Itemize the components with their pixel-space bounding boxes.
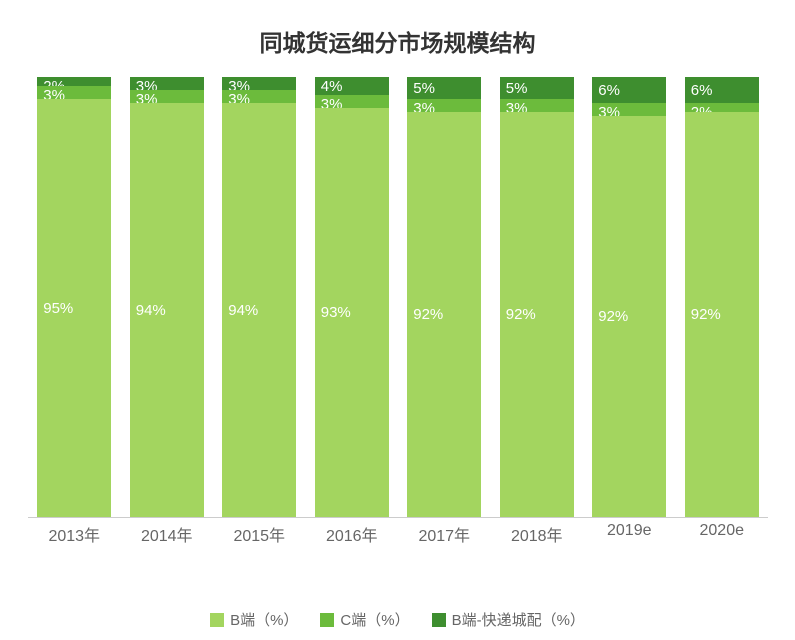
bar-segment-b: 92% xyxy=(500,112,574,517)
bar-segment-c: 3% xyxy=(407,99,481,112)
bar-segment-b: 94% xyxy=(222,103,296,517)
x-axis-label: 2014年 xyxy=(121,522,214,546)
bar-segment-b: 92% xyxy=(407,112,481,517)
x-axis: 2013年2014年2015年2016年2017年2018年2019e2020e xyxy=(28,522,768,546)
legend-swatch xyxy=(320,613,334,627)
bar-segment-c: 3% xyxy=(222,90,296,103)
bar-segment-c: 3% xyxy=(130,90,204,103)
bar-segment-bexp: 6% xyxy=(685,77,759,103)
legend-swatch xyxy=(432,613,446,627)
stacked-bar: 94%3%3% xyxy=(130,77,204,517)
bar-slot: 94%3%3% xyxy=(213,78,306,517)
legend-item: C端（%） xyxy=(320,609,409,630)
bar-slot: 92%3%5% xyxy=(491,78,584,517)
x-axis-label: 2013年 xyxy=(28,522,121,546)
bar-segment-c: 3% xyxy=(315,95,389,108)
legend-label: B端（%） xyxy=(230,609,298,630)
legend-item: B端-快递城配（%） xyxy=(432,609,585,630)
bar-segment-c: 3% xyxy=(37,86,111,99)
legend-label: B端-快递城配（%） xyxy=(452,609,585,630)
bar-slot: 92%3%5% xyxy=(398,78,491,517)
legend-swatch xyxy=(210,613,224,627)
legend-item: B端（%） xyxy=(210,609,298,630)
bar-segment-bexp: 6% xyxy=(592,77,666,103)
bar-segment-bexp: 5% xyxy=(407,77,481,99)
plot-region: 95%3%2%94%3%3%94%3%3%93%3%4%92%3%5%92%3%… xyxy=(28,78,768,518)
stacked-bar: 92%3%5% xyxy=(500,77,574,517)
bar-segment-b: 92% xyxy=(685,112,759,517)
stacked-bar: 92%2%6% xyxy=(685,77,759,517)
x-axis-label: 2015年 xyxy=(213,522,306,546)
x-axis-label: 2017年 xyxy=(398,522,491,546)
bar-segment-bexp: 5% xyxy=(500,77,574,99)
legend: B端（%） C端（%） B端-快递城配（%） xyxy=(0,609,795,630)
stacked-bar: 95%3%2% xyxy=(37,77,111,517)
stacked-bar: 94%3%3% xyxy=(222,77,296,517)
stacked-bar: 93%3%4% xyxy=(315,77,389,517)
bar-segment-bexp: 3% xyxy=(222,77,296,90)
x-axis-label: 2018年 xyxy=(491,522,584,546)
bar-segment-bexp: 4% xyxy=(315,77,389,95)
bar-segment-b: 94% xyxy=(130,103,204,517)
bar-segment-b: 92% xyxy=(592,116,666,517)
chart-title: 同城货运细分市场规模结构 xyxy=(0,0,795,78)
bar-slot: 92%2%6% xyxy=(676,78,769,517)
x-axis-label: 2016年 xyxy=(306,522,399,546)
x-axis-label: 2019e xyxy=(583,522,676,546)
legend-label: C端（%） xyxy=(340,609,409,630)
stacked-bar: 92%3%5% xyxy=(407,77,481,517)
bar-segment-b: 95% xyxy=(37,99,111,517)
bar-segment-c: 3% xyxy=(592,103,666,116)
bar-slot: 93%3%4% xyxy=(306,78,399,517)
bar-segment-bexp: 2% xyxy=(37,77,111,86)
stacked-bar: 92%3%6% xyxy=(592,77,666,517)
chart-area: 95%3%2%94%3%3%94%3%3%93%3%4%92%3%5%92%3%… xyxy=(28,78,768,548)
x-axis-label: 2020e xyxy=(676,522,769,546)
bar-segment-c: 3% xyxy=(500,99,574,112)
bar-segment-c: 2% xyxy=(685,103,759,112)
bar-slot: 92%3%6% xyxy=(583,78,676,517)
bar-slot: 94%3%3% xyxy=(121,78,214,517)
bar-segment-bexp: 3% xyxy=(130,77,204,90)
bar-slot: 95%3%2% xyxy=(28,78,121,517)
bar-segment-b: 93% xyxy=(315,108,389,517)
